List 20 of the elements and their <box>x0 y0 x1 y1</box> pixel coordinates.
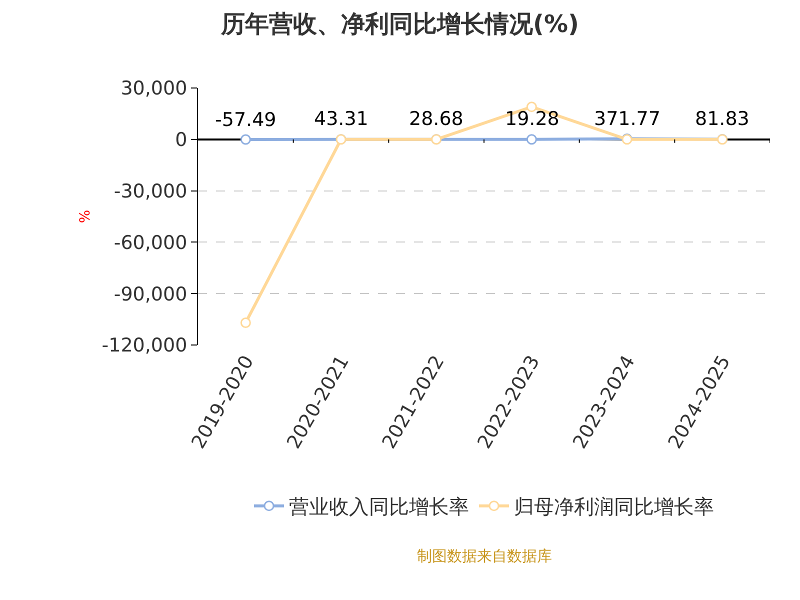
data-label: 371.77 <box>594 108 660 130</box>
text: 制图数据来自数据库 <box>417 547 552 565</box>
y-tick-label: -90,000 <box>114 283 188 306</box>
y-tick-label: 30,000 <box>120 78 188 100</box>
data-label: -57.49 <box>215 109 276 131</box>
point <box>240 317 251 328</box>
data-label: 43.31 <box>314 108 368 130</box>
chart-title: 历年营收、净利同比增长情况(%) <box>220 10 579 38</box>
y-tick-label: -60,000 <box>114 232 188 254</box>
point <box>526 134 537 145</box>
y-tick-label: 0 <box>175 129 188 152</box>
point <box>240 134 251 145</box>
data-label: 81.83 <box>695 108 750 130</box>
y-axis-title: % <box>77 210 94 224</box>
y-tick-label: -30,000 <box>114 180 188 202</box>
legend-label: 营业收入同比增长率 <box>289 494 469 519</box>
data-label: 19.28 <box>505 108 560 130</box>
y-tick-label: -120,000 <box>102 334 188 357</box>
legend-label: 归母净利润同比增长率 <box>514 494 714 519</box>
data-label: 28.68 <box>409 108 464 130</box>
